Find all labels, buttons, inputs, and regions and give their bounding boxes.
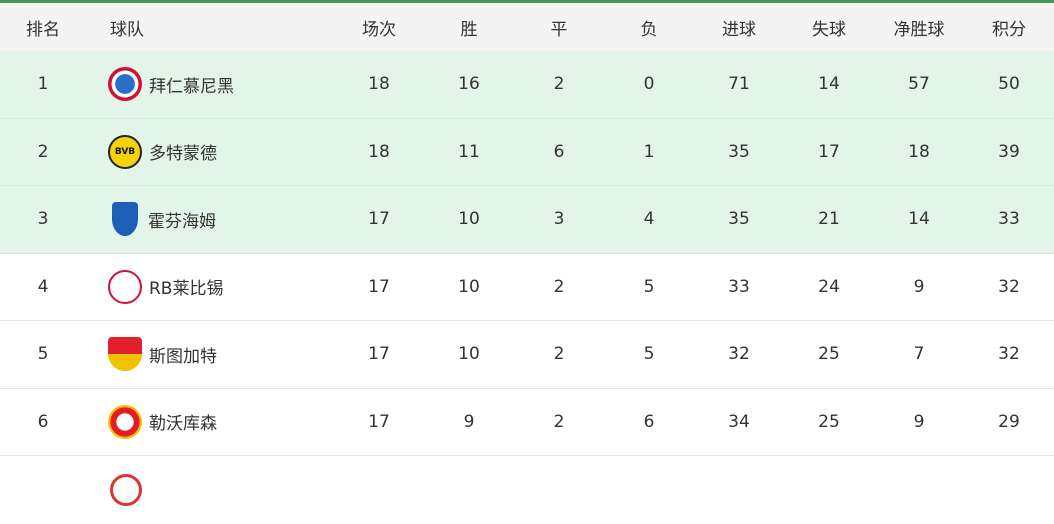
team-name[interactable]: 霍芬海姆 (148, 211, 216, 232)
header-played[interactable]: 场次 (362, 19, 396, 40)
stat-pts: 32 (998, 344, 1020, 365)
stat-pts: 33 (998, 209, 1020, 230)
team-cell[interactable]: RB莱比锡 (108, 254, 223, 321)
stat-ga: 25 (818, 344, 840, 365)
stat-w: 16 (458, 74, 480, 95)
hoffenheim-logo-icon (112, 202, 138, 237)
table-row-partial (0, 456, 1054, 524)
table-row[interactable]: 3 霍芬海姆 17 10 3 4 35 21 14 33 (0, 186, 1054, 254)
stat-pts: 32 (998, 276, 1020, 297)
team-cell[interactable]: 斯图加特 (108, 321, 217, 388)
top-accent-line (0, 0, 1054, 3)
header-goal-diff[interactable]: 净胜球 (893, 19, 945, 40)
stat-w: 10 (458, 209, 480, 230)
stat-d: 2 (553, 74, 565, 95)
team-cell[interactable]: 霍芬海姆 (108, 186, 216, 253)
stat-gd: 18 (908, 141, 930, 162)
header-rank[interactable]: 排名 (26, 19, 60, 40)
leipzig-logo-icon (108, 269, 142, 304)
table-row[interactable]: 4 RB莱比锡 17 10 2 5 33 24 9 32 (0, 254, 1054, 321)
header-drawn[interactable]: 平 (550, 19, 568, 40)
stat-l: 4 (643, 209, 655, 230)
stat-l: 0 (643, 74, 655, 95)
table-row[interactable]: 6 勒沃库森 17 9 2 6 34 25 9 29 (0, 389, 1054, 456)
stat-p: 17 (368, 411, 390, 432)
stat-d: 2 (553, 411, 565, 432)
rank: 1 (37, 74, 49, 95)
team-name[interactable]: 拜仁慕尼黑 (149, 76, 234, 97)
table-header: 排名 球队 场次 胜 平 负 进球 失球 净胜球 积分 (0, 3, 1054, 51)
stat-pts: 50 (998, 74, 1020, 95)
stat-ga: 24 (818, 276, 840, 297)
stat-ga: 14 (818, 74, 840, 95)
header-lost[interactable]: 负 (640, 19, 658, 40)
standings-table: 排名 球队 场次 胜 平 负 进球 失球 净胜球 积分 1 拜仁慕尼黑 18 16 2 0… (0, 3, 1054, 456)
stat-p: 18 (368, 141, 390, 162)
stat-gf: 71 (728, 74, 750, 95)
stat-d: 2 (553, 344, 565, 365)
stat-pts: 39 (998, 141, 1020, 162)
stat-d: 2 (553, 276, 565, 297)
team-name[interactable]: RB莱比锡 (149, 279, 224, 300)
table-row[interactable]: 2 BVB 多特蒙德 18 11 6 1 35 17 18 39 (0, 118, 1054, 186)
header-goals-against[interactable]: 失球 (812, 19, 846, 40)
dortmund-logo-icon: BVB (108, 134, 142, 169)
stat-gf: 35 (728, 141, 750, 162)
stuttgart-logo-icon (108, 337, 142, 372)
stat-gd: 9 (913, 411, 925, 432)
table-row[interactable]: 5 斯图加特 17 10 2 5 32 25 7 32 (0, 321, 1054, 389)
stat-p: 17 (368, 276, 390, 297)
stat-gd: 7 (913, 344, 925, 365)
bayern-logo-icon (108, 67, 142, 102)
stat-d: 6 (553, 141, 565, 162)
stat-p: 17 (368, 209, 390, 230)
rank: 3 (37, 209, 49, 230)
stat-w: 9 (463, 411, 475, 432)
rank: 2 (37, 141, 49, 162)
stat-l: 6 (643, 411, 655, 432)
stat-w: 11 (458, 141, 480, 162)
stat-d: 3 (553, 209, 565, 230)
stat-w: 10 (458, 276, 480, 297)
team-cell[interactable]: BVB 多特蒙德 (108, 119, 217, 186)
stat-gd: 57 (908, 74, 930, 95)
header-goals-for[interactable]: 进球 (722, 19, 756, 40)
team-cell[interactable]: 拜仁慕尼黑 (108, 51, 234, 118)
team-name[interactable]: 斯图加特 (149, 346, 217, 367)
leverkusen-logo-icon (108, 404, 142, 439)
rank: 6 (37, 411, 49, 432)
header-points[interactable]: 积分 (992, 19, 1026, 40)
stat-l: 5 (643, 276, 655, 297)
table-row[interactable]: 1 拜仁慕尼黑 18 16 2 0 71 14 57 50 (0, 51, 1054, 119)
stat-l: 5 (643, 344, 655, 365)
team-name[interactable]: 多特蒙德 (149, 144, 217, 165)
header-won[interactable]: 胜 (460, 19, 478, 40)
header-team[interactable]: 球队 (110, 19, 144, 40)
stat-gf: 33 (728, 276, 750, 297)
rank: 5 (37, 344, 49, 365)
stat-ga: 17 (818, 141, 840, 162)
stat-gf: 32 (728, 344, 750, 365)
stat-l: 1 (643, 141, 655, 162)
team-cell[interactable]: 勒沃库森 (108, 389, 217, 456)
stat-ga: 25 (818, 411, 840, 432)
team-logo-icon (110, 474, 142, 506)
team-name[interactable]: 勒沃库森 (149, 414, 217, 435)
stat-w: 10 (458, 344, 480, 365)
stat-gf: 35 (728, 209, 750, 230)
stat-ga: 21 (818, 209, 840, 230)
stat-gd: 14 (908, 209, 930, 230)
stat-gf: 34 (728, 411, 750, 432)
stat-pts: 29 (998, 411, 1020, 432)
stat-p: 18 (368, 74, 390, 95)
stat-gd: 9 (913, 276, 925, 297)
rank: 4 (37, 276, 49, 297)
stat-p: 17 (368, 344, 390, 365)
